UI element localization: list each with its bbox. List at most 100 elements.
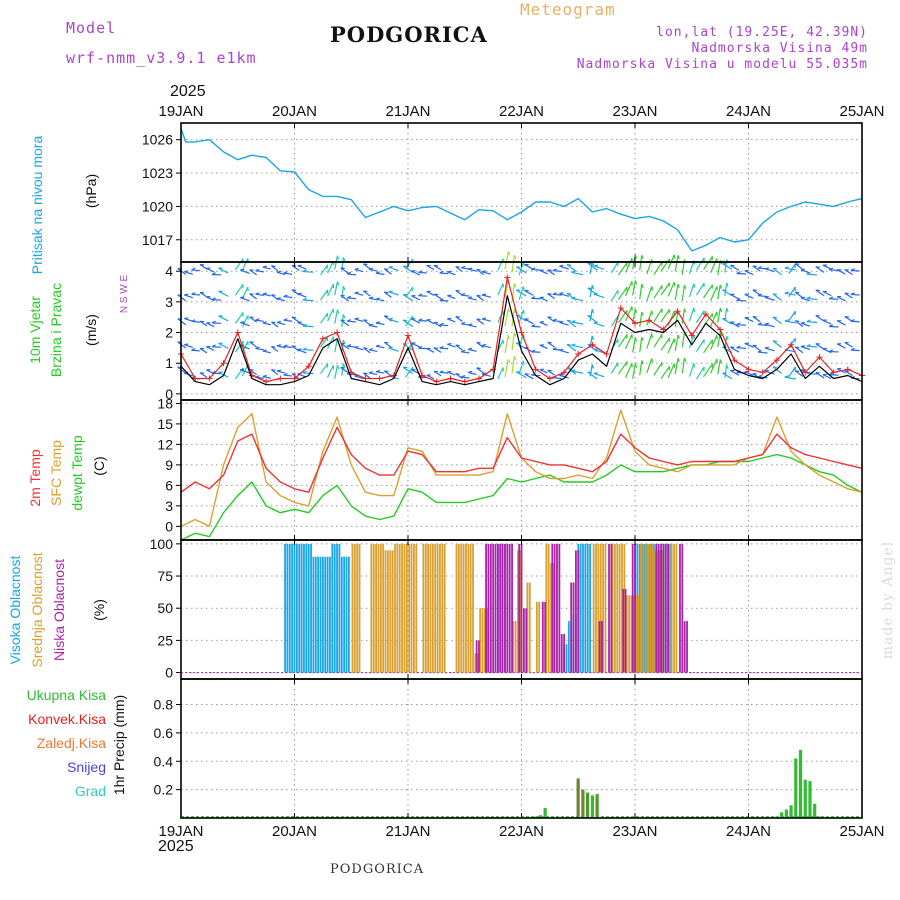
- wind-arrow-head: [571, 320, 576, 323]
- wind-arrow-head: [795, 291, 800, 294]
- wind-arrow-head: [455, 289, 460, 292]
- wind-arrow-head: [784, 266, 789, 269]
- wind-arrow-head: [850, 347, 855, 351]
- wind-arrow: [660, 258, 671, 272]
- wind-arrow: [559, 374, 569, 379]
- wind-arrow: [850, 269, 860, 272]
- wind-arrow-head: [184, 270, 189, 273]
- wind-arrow-head: [271, 265, 276, 268]
- wind-arrow: [302, 299, 314, 302]
- x-tick-label-top: 20JAN: [272, 103, 317, 120]
- gust-marker: [461, 378, 468, 385]
- wind-arrow: [788, 366, 796, 378]
- wind-arrow-head: [191, 348, 196, 351]
- wind-arrow: [752, 289, 761, 296]
- wind-arrow: [347, 297, 357, 300]
- wind-arrow: [744, 371, 754, 376]
- wind-arrow-head: [806, 371, 811, 374]
- wind-arrow: [559, 349, 569, 354]
- x-tick-label-bottom: 21JAN: [385, 823, 430, 840]
- wind-arrow: [660, 282, 671, 296]
- wind-arrow: [271, 294, 279, 301]
- wind-arrow-head: [587, 262, 592, 265]
- wind-arrow: [468, 348, 477, 352]
- wind-arrow-head: [784, 375, 789, 378]
- wind-arrow: [241, 286, 249, 299]
- wind-arrow-head: [677, 255, 680, 260]
- wind-arrow: [341, 363, 344, 376]
- x-tick-label-top: 21JAN: [385, 103, 430, 120]
- wind-arrow: [388, 318, 399, 323]
- wind-arrow: [218, 290, 229, 297]
- wind-arrow: [703, 339, 713, 354]
- wind-arrow: [717, 284, 721, 300]
- wind-arrow-head: [522, 360, 525, 365]
- wind-arrow-head: [828, 267, 834, 271]
- gust-marker: [263, 378, 270, 385]
- wind-arrow: [375, 298, 385, 302]
- wind-arrow: [674, 334, 679, 352]
- wind-arrow: [255, 319, 264, 322]
- y-tick-label: 3: [165, 294, 173, 310]
- wind-arrow-head: [726, 364, 729, 369]
- wind-arrow-head: [342, 363, 346, 368]
- wind-arrow: [511, 255, 515, 273]
- wind-arrow: [327, 260, 334, 274]
- gust-marker: [632, 320, 638, 327]
- wind-arrow-head: [806, 296, 811, 300]
- wind-arrow-head: [677, 334, 680, 339]
- wind-arrow-head: [211, 320, 216, 324]
- wind-arrow: [455, 316, 463, 322]
- wind-arrow-head: [302, 370, 307, 374]
- wind-arrow: [334, 309, 339, 324]
- wind-arrow: [276, 321, 286, 326]
- wind-arrow: [744, 317, 754, 323]
- wind-arrow: [681, 308, 686, 325]
- wind-arrow-head: [455, 373, 460, 375]
- wind-arrow: [439, 299, 449, 302]
- wind-arrow: [327, 283, 334, 297]
- wind-arrow-head: [677, 283, 680, 289]
- wind-arrow-head: [571, 270, 576, 273]
- wind-arrow: [660, 365, 671, 380]
- wind-arrow: [815, 266, 825, 273]
- wind-arrow: [383, 315, 392, 322]
- wind-arrow-head: [593, 264, 598, 267]
- wind-arrow: [524, 290, 534, 296]
- y-tick-label: 6: [165, 477, 173, 493]
- wind-arrow: [240, 321, 250, 327]
- wind-arrow: [363, 290, 371, 297]
- y-tick-label: 50: [157, 600, 173, 616]
- wind-arrow: [515, 314, 527, 322]
- wind-arrow-head: [571, 343, 576, 346]
- unit-label-temperature: (C): [91, 456, 107, 475]
- wind-arrow-head: [354, 317, 359, 320]
- wind-arrow: [844, 292, 853, 299]
- wind-arrow: [752, 316, 761, 323]
- gust-marker: [546, 375, 553, 382]
- wind-arrow: [455, 373, 463, 380]
- wind-arrow: [593, 265, 605, 270]
- wind-arrow-head: [507, 308, 511, 313]
- wind-arrow-head: [507, 251, 511, 256]
- wind-arrow: [624, 281, 633, 297]
- wind-arrow-head: [719, 307, 723, 312]
- wind-arrow-head: [384, 315, 389, 318]
- y-tick-label: 0.4: [154, 753, 174, 769]
- wind-arrow-head: [283, 271, 288, 274]
- wind-arrow-head: [784, 291, 789, 294]
- wind-arrow: [632, 363, 636, 379]
- wind-arrow: [624, 257, 633, 273]
- wind-arrow: [405, 315, 414, 327]
- wind-arrow: [681, 285, 686, 301]
- wind-arrow: [515, 266, 527, 274]
- wind-arrow-head: [211, 344, 216, 348]
- wind-arrow-head: [736, 298, 741, 301]
- gust-marker: [589, 341, 596, 348]
- wind-arrow: [255, 347, 264, 351]
- wind-arrow: [547, 341, 555, 348]
- wind-arrow: [667, 338, 675, 354]
- wind-arrow: [571, 271, 584, 276]
- wind-arrow: [402, 319, 414, 328]
